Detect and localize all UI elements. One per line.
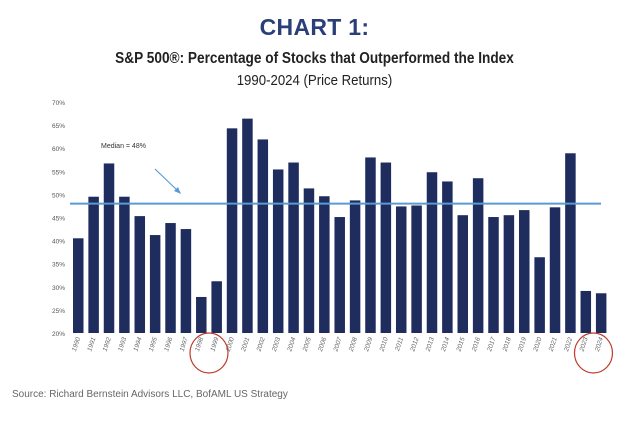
highlight-circles <box>189 332 614 374</box>
bar-2000 <box>226 128 238 333</box>
bars <box>73 118 607 334</box>
bar-1994 <box>134 216 146 333</box>
x-tick-label: 2002 <box>255 336 267 353</box>
bar-2001 <box>242 118 253 334</box>
bar-2008 <box>349 200 361 333</box>
median-arrow-head <box>174 187 181 194</box>
bar-1991 <box>88 196 99 333</box>
x-tick-label: 2013 <box>424 336 436 353</box>
x-tick-label: 2009 <box>363 336 375 353</box>
median-arrow <box>154 168 179 192</box>
x-tick-label: 1990 <box>71 336 82 352</box>
x-tick-label: 2012 <box>409 336 421 353</box>
x-tick-label: 1998 <box>194 336 205 352</box>
bar-2003 <box>272 169 284 333</box>
x-tick-label: 2024 <box>594 336 606 353</box>
y-axis: 20% 25% 30% 35% 40% 45% 50% 55% 60% 65% 70% <box>52 100 65 338</box>
y-tick-label: 50% <box>52 192 65 199</box>
bar-2011 <box>395 206 407 333</box>
x-tick-label: 2010 <box>378 336 390 353</box>
bar-2024 <box>595 293 607 333</box>
bar-1998 <box>196 296 207 333</box>
x-axis: 1990 1991 1992 1993 1994 1995 1996 1997 1998 1999… <box>71 336 605 353</box>
highlight-circle-1998-1999 <box>189 332 229 374</box>
y-tick-label: 45% <box>52 216 65 223</box>
bar-2012 <box>411 205 422 333</box>
x-tick-label: 1999 <box>209 336 220 352</box>
bar-2002 <box>257 139 269 333</box>
y-tick-label: 65% <box>52 123 65 130</box>
bar-2021 <box>549 207 561 333</box>
x-tick-label: 2014 <box>440 336 452 353</box>
bar-2006 <box>319 196 330 333</box>
x-tick-label: 2023 <box>578 336 590 353</box>
x-tick-label: 2005 <box>301 336 313 353</box>
bar-2017 <box>488 217 499 333</box>
x-tick-label: 2015 <box>455 336 467 353</box>
x-tick-label: 2018 <box>501 336 513 353</box>
chart-title: CHART 1: <box>259 14 370 40</box>
x-tick-label: 1995 <box>148 336 159 352</box>
x-tick-label: 2016 <box>471 336 483 353</box>
bar-2005 <box>303 188 315 333</box>
y-tick-label: 60% <box>52 146 65 153</box>
x-tick-label: 2003 <box>271 336 283 353</box>
bar-2014 <box>442 181 453 333</box>
x-tick-label: 2019 <box>517 336 529 353</box>
x-tick-label: 1997 <box>179 336 190 352</box>
y-tick-label: 30% <box>52 285 65 292</box>
bar-1990 <box>73 238 84 333</box>
bar-1996 <box>165 223 176 333</box>
bar-2020 <box>534 257 545 333</box>
y-tick-label: 20% <box>52 331 65 338</box>
y-tick-label: 70% <box>52 100 65 107</box>
source-note: Source: Richard Bernstein Advisors LLC, … <box>12 389 288 400</box>
x-tick-label: 2020 <box>532 336 544 353</box>
x-tick-label: 1992 <box>102 336 113 352</box>
bar-2004 <box>288 162 299 333</box>
bar-2015 <box>457 215 468 333</box>
bar-2010 <box>380 162 392 333</box>
x-tick-label: 2004 <box>286 336 298 353</box>
median-reference: Median = 48% <box>70 143 601 205</box>
bar-1995 <box>149 235 161 333</box>
x-tick-label: 2021 <box>547 336 559 353</box>
chart-subtitle: S&P 500®: Percentage of Stocks that Outp… <box>115 50 514 67</box>
x-tick-label: 2011 <box>394 336 405 353</box>
bar-2018 <box>503 215 515 333</box>
bar-2016 <box>472 178 484 333</box>
bar-1993 <box>119 196 130 333</box>
bar-2023 <box>580 290 592 333</box>
bar-2007 <box>334 217 345 333</box>
x-tick-label: 1991 <box>86 336 97 352</box>
y-tick-label: 25% <box>52 308 65 315</box>
x-tick-label: 1994 <box>133 336 144 352</box>
x-tick-label: 2000 <box>225 336 237 353</box>
y-tick-label: 55% <box>52 169 65 176</box>
x-tick-label: 1996 <box>163 336 174 352</box>
x-tick-label: 1993 <box>117 336 128 352</box>
bar-2019 <box>519 210 530 333</box>
x-tick-label: 2017 <box>486 336 498 353</box>
y-tick-label: 40% <box>52 239 65 246</box>
bar-1999 <box>211 281 222 333</box>
median-label: Median = 48% <box>101 143 146 150</box>
bar-2022 <box>565 153 576 333</box>
highlight-circle-2023-2024 <box>573 332 614 374</box>
x-tick-label: 2008 <box>348 336 360 353</box>
bar-1997 <box>180 229 192 333</box>
y-tick-label: 35% <box>52 262 65 269</box>
x-tick-label: 2022 <box>563 336 575 353</box>
x-tick-label: 2007 <box>332 336 344 353</box>
bar-2013 <box>426 172 438 333</box>
x-tick-label: 2006 <box>317 336 329 353</box>
bar-2009 <box>365 157 376 333</box>
x-tick-label: 2001 <box>240 336 252 353</box>
bar-1992 <box>103 163 115 333</box>
chart-date-range: 1990-2024 (Price Returns) <box>236 72 393 89</box>
